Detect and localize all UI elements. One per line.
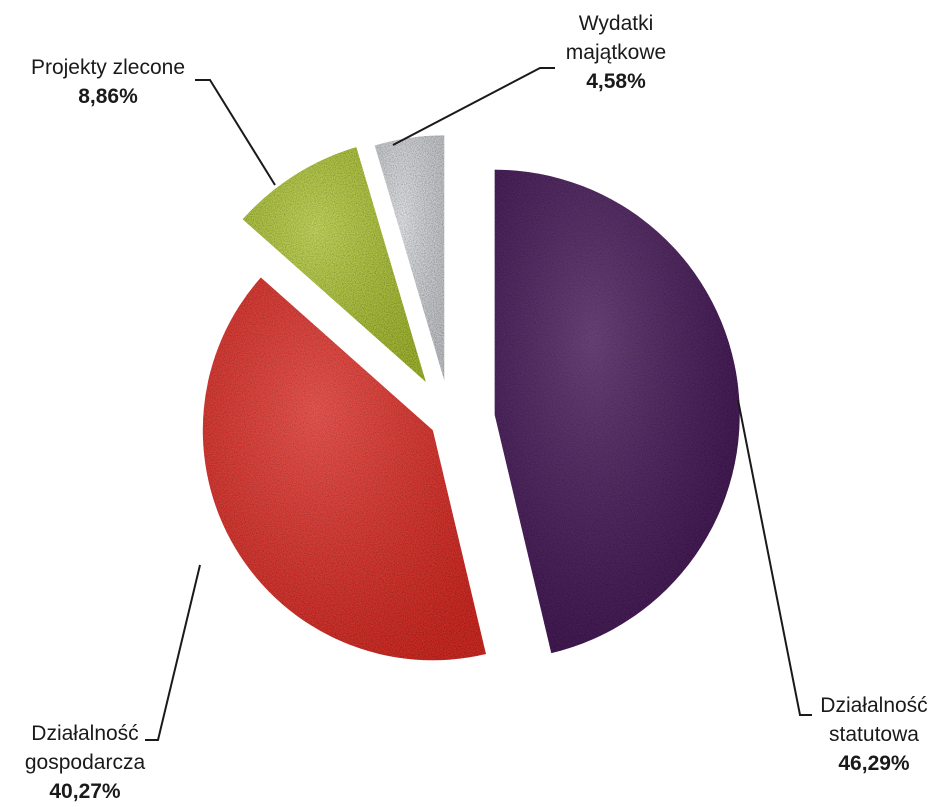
leader-line-dzialalnosc-statutowa bbox=[737, 399, 812, 716]
slice-value-label: 4,58% bbox=[586, 70, 646, 93]
leader-line-wydatki-majatkowe bbox=[392, 67, 555, 146]
leader-line-projekty-zlecone bbox=[195, 79, 276, 186]
data-label-projekty-zlecone: Projekty zlecone 8,86% bbox=[31, 56, 185, 108]
slice-label-line: Projekty zlecone bbox=[31, 56, 185, 79]
pie-slice-projekty-zlecone bbox=[242, 147, 426, 383]
pie-slice-sheen bbox=[494, 169, 740, 654]
slice-value-label: 40,27% bbox=[49, 780, 121, 803]
slice-label-line: statutowa bbox=[829, 723, 919, 746]
slice-label-line: majątkowe bbox=[566, 41, 666, 64]
pie-slice-dzialalnosc-gospodarcza bbox=[202, 277, 486, 661]
data-label-wydatki-majatkowe: Wydatki majątkowe 4,58% bbox=[566, 12, 666, 93]
slice-value-label: 46,29% bbox=[838, 752, 910, 775]
slice-label-line: Działalność bbox=[820, 694, 927, 717]
slice-value-label: 8,86% bbox=[78, 85, 138, 108]
slice-label-line: Działalność bbox=[31, 722, 138, 745]
pie-slice-sheen bbox=[242, 147, 426, 383]
pie-slice-sheen bbox=[374, 135, 445, 381]
pie-slice-wydatki-majatkowe bbox=[374, 135, 445, 381]
slice-label-line: gospodarcza bbox=[25, 751, 146, 774]
pie-slice-sheen bbox=[202, 277, 486, 661]
pie-slice-dzialalnosc-statutowa bbox=[494, 169, 740, 654]
data-label-dzialalnosc-gospodarcza: Działalność gospodarcza 40,27% bbox=[25, 722, 146, 803]
data-label-dzialalnosc-statutowa: Działalność statutowa 46,29% bbox=[820, 694, 927, 775]
leader-line-dzialalnosc-gospodarcza bbox=[145, 564, 201, 741]
slice-label-line: Wydatki bbox=[579, 12, 654, 35]
